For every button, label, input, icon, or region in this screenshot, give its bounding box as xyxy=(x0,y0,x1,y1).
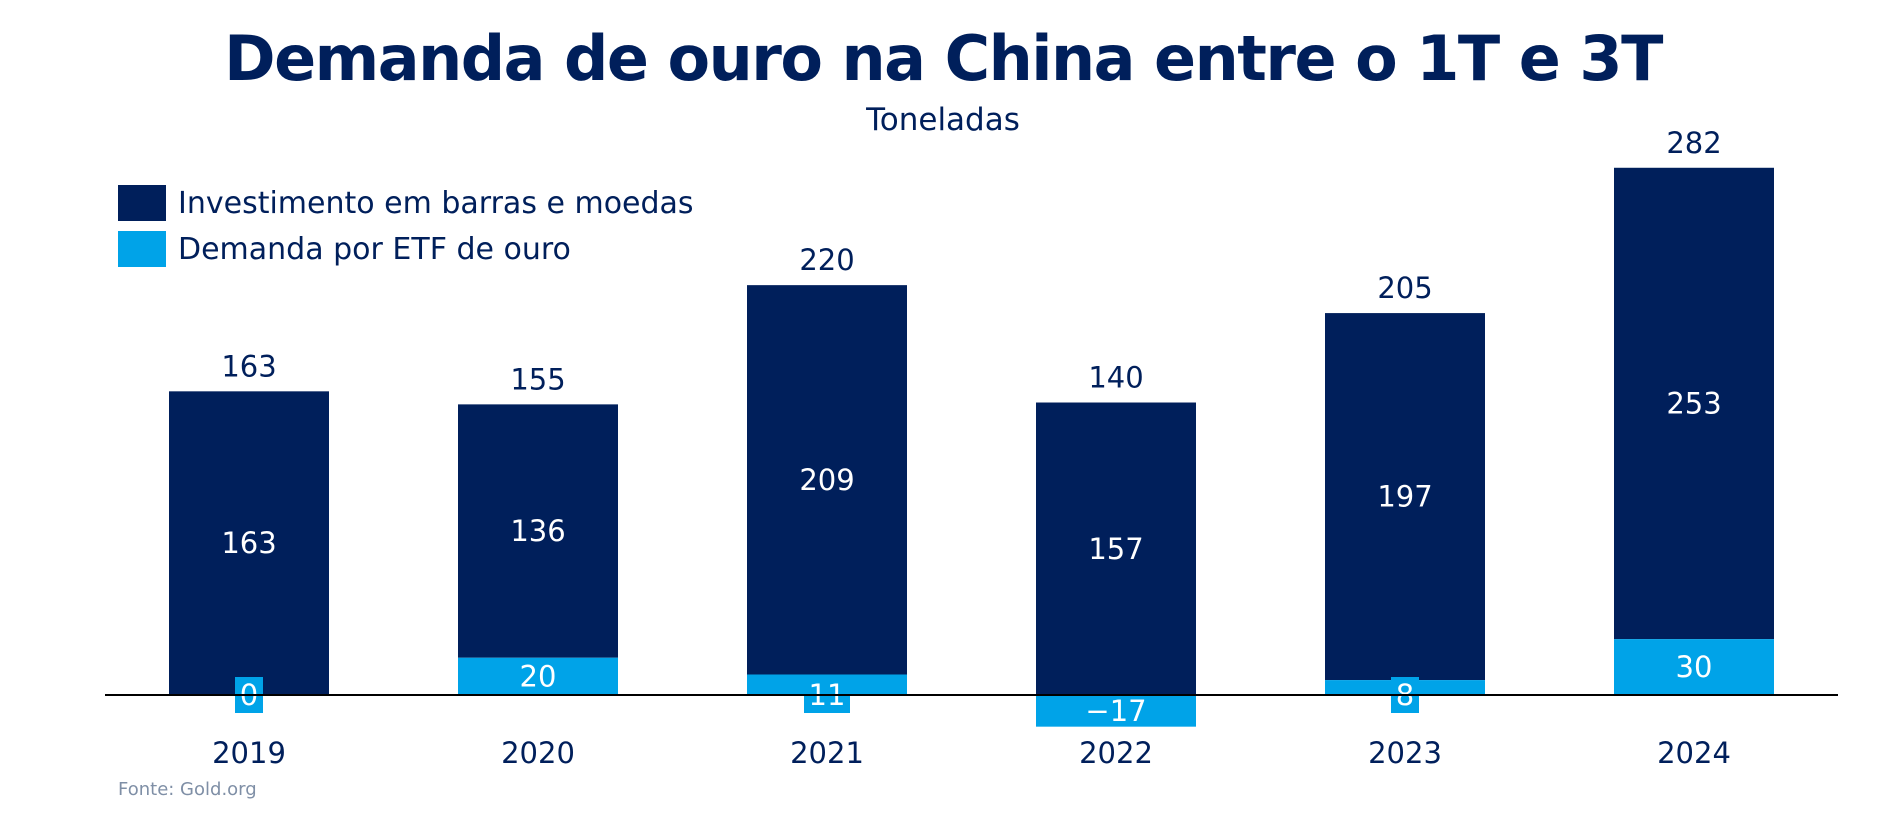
label-total-2020: 155 xyxy=(510,362,565,396)
x-tick-2020: 2020 xyxy=(501,736,575,770)
bar-etf-2022 xyxy=(1036,695,1196,727)
bar-investment-2021 xyxy=(747,285,907,675)
label-etf-2024: 30 xyxy=(1676,650,1713,684)
label-total-2021: 220 xyxy=(799,243,854,277)
label-investment-2021: 209 xyxy=(799,463,854,497)
source-note: Fonte: Gold.org xyxy=(118,779,257,800)
bar-etf-2024 xyxy=(1614,639,1774,695)
legend-item-etf: Demanda por ETF de ouro xyxy=(118,226,694,272)
legend-swatch-investment xyxy=(118,185,166,221)
legend-item-investment: Investimento em barras e moedas xyxy=(118,180,694,226)
chart-title: Demanda de ouro na China entre o 1T e 3T xyxy=(224,22,1663,95)
label-total-2019: 163 xyxy=(221,349,276,383)
legend: Investimento em barras e moedas Demanda … xyxy=(118,180,694,272)
label-investment-2023: 197 xyxy=(1377,480,1432,514)
x-tick-2019: 2019 xyxy=(212,736,286,770)
label-total-2024: 282 xyxy=(1666,126,1721,160)
label-investment-2022: 157 xyxy=(1088,532,1143,566)
label-investment-2019: 163 xyxy=(221,526,276,560)
label-etf-2020: 20 xyxy=(520,659,557,693)
label-etf-2022: −17 xyxy=(1085,694,1146,728)
label-investment-2020: 136 xyxy=(510,514,565,548)
bar-etf-2020 xyxy=(458,657,618,695)
chart-subtitle: Toneladas xyxy=(866,102,1020,138)
x-tick-2023: 2023 xyxy=(1368,736,1442,770)
bar-investment-2022 xyxy=(1036,402,1196,695)
bar-investment-2024 xyxy=(1614,167,1774,640)
label-total-2022: 140 xyxy=(1088,361,1143,395)
x-tick-2024: 2024 xyxy=(1657,736,1731,770)
legend-swatch-etf xyxy=(118,231,166,267)
bar-investment-2023 xyxy=(1325,313,1485,681)
label-investment-2024: 253 xyxy=(1666,386,1721,420)
legend-label-etf: Demanda por ETF de ouro xyxy=(178,231,571,267)
x-tick-2021: 2021 xyxy=(790,736,864,770)
bar-investment-2020 xyxy=(458,404,618,658)
label-total-2023: 205 xyxy=(1377,271,1432,305)
legend-label-investment: Investimento em barras e moedas xyxy=(178,185,694,221)
bar-investment-2019 xyxy=(169,391,329,695)
x-tick-2022: 2022 xyxy=(1079,736,1153,770)
